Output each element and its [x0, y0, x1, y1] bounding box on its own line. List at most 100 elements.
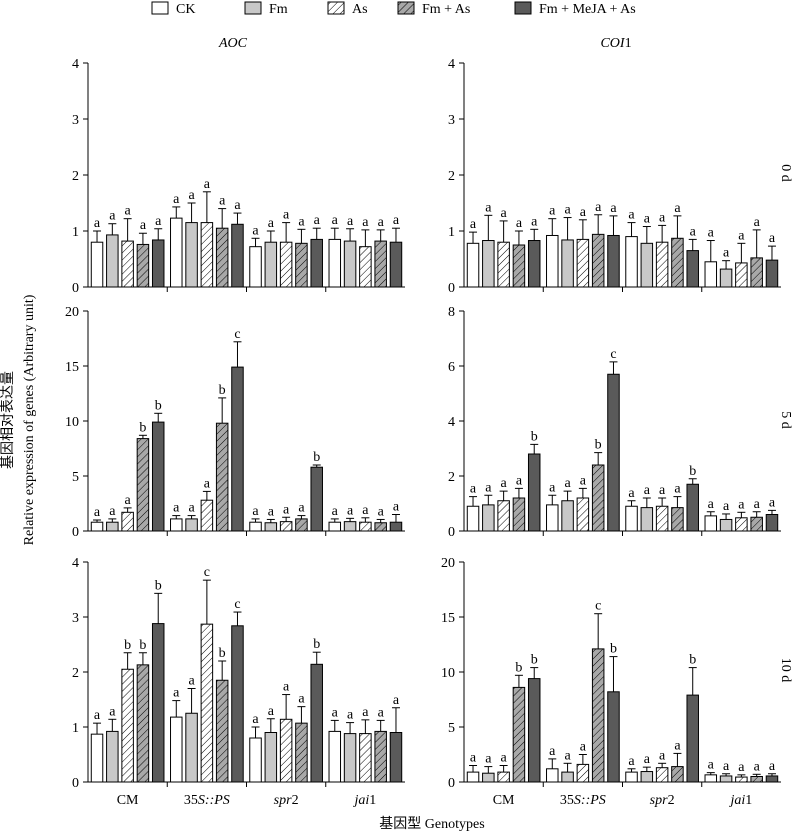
significance-letter: a: [94, 708, 101, 723]
significance-letter: a: [347, 708, 354, 723]
bar-fm-meja-as-35s-ps: [607, 234, 620, 288]
significance-letter: a: [628, 208, 635, 223]
bar-ck-jai1: [328, 238, 342, 288]
bar-fm-meja-as-35s-ps: [231, 223, 244, 288]
significance-letter: a: [549, 204, 556, 219]
legend-item-ck: CK: [151, 1, 195, 17]
significance-letter: b: [595, 438, 602, 453]
significance-letter: a: [252, 223, 259, 238]
bar-fm-meja-as-cm: [151, 239, 165, 288]
significance-letter: c: [234, 597, 240, 612]
x-tick-label: jai1: [728, 793, 752, 808]
y-tick-label: 3: [448, 113, 455, 128]
bar-fm-meja-as-spr2: [686, 694, 699, 783]
bar-as-spr2: [279, 241, 293, 288]
bar-as-jai1: [735, 262, 748, 288]
legend-swatch-fm-meja-as: [514, 1, 532, 15]
significance-letter: a: [723, 499, 730, 514]
significance-letter: a: [674, 738, 681, 753]
bar-fm-meja-as-jai1: [389, 732, 403, 783]
significance-letter: a: [268, 504, 275, 519]
bar-fm-35s-ps: [561, 239, 574, 288]
significance-letter: a: [564, 476, 571, 491]
significance-letter: c: [610, 347, 616, 362]
legend: CK Fm As Fm + As Fm + MeJA + As: [151, 1, 636, 17]
y-tick-label: 4: [72, 57, 79, 72]
y-tick-label: 1: [448, 225, 455, 240]
significance-letter: c: [204, 565, 210, 580]
x-tick-label-italic: S::PS: [198, 793, 230, 808]
significance-letter: a: [188, 501, 195, 516]
bar-fm-meja-as-35s-ps: [231, 366, 244, 532]
y-tick-label: 0: [72, 281, 79, 296]
bar-fm-as-35s-ps: [591, 648, 605, 783]
bar-fm-spr2: [640, 771, 654, 783]
legend-label-fm: Fm: [269, 2, 288, 17]
legend-swatch-as: [327, 1, 345, 15]
significance-letter: a: [644, 752, 651, 767]
bar-fm-as-cm: [512, 497, 526, 532]
bar-fm-35s-ps: [561, 771, 574, 783]
significance-letter: a: [109, 209, 116, 224]
y-tick-label: 10: [441, 666, 455, 681]
bar-fm-35s-ps: [185, 712, 198, 783]
y-tick-label: 5: [72, 470, 79, 485]
significance-letter: a: [708, 497, 715, 512]
significance-letter: a: [580, 205, 587, 220]
significance-letter: b: [124, 638, 131, 653]
x-tick-label-part: 35: [184, 793, 198, 808]
significance-letter: a: [723, 759, 730, 774]
bar-fm-as-jai1: [374, 522, 387, 532]
bar-fm-as-cm: [136, 243, 150, 288]
y-tick-label: 20: [441, 556, 455, 571]
significance-letter: a: [754, 497, 761, 512]
y-tick-label: 1: [72, 225, 79, 240]
x-tick-label: 35S::PS: [184, 793, 230, 808]
bar-fm-meja-as-jai1: [389, 241, 403, 288]
significance-letter: a: [580, 740, 587, 755]
bar-fm-jai1: [719, 775, 733, 783]
x-tick-label: spr2: [274, 793, 299, 808]
significance-letter: a: [393, 693, 400, 708]
significance-letter: a: [393, 213, 400, 228]
y-tick-label: 4: [72, 556, 79, 571]
row-label-10d: 10 d: [778, 658, 793, 683]
significance-letter: a: [485, 752, 492, 767]
significance-letter: a: [125, 204, 132, 219]
bar-fm-35s-ps: [185, 222, 198, 288]
significance-letter: a: [549, 480, 556, 495]
significance-letter: a: [125, 493, 132, 508]
y-tick-label: 4: [448, 415, 455, 430]
significance-letter: b: [219, 646, 226, 661]
x-tick-label: spr2: [650, 793, 675, 808]
bar-fm-as-jai1: [750, 776, 763, 783]
bar-as-cm: [497, 241, 510, 288]
y-tick-label: 3: [72, 113, 79, 128]
significance-letter: a: [708, 758, 715, 773]
significance-letter: b: [531, 653, 538, 668]
bar-as-35s-ps: [200, 222, 214, 288]
row-label-5d: 5 d: [778, 411, 793, 429]
significance-letter: a: [485, 200, 492, 215]
bar-as-35s-ps: [576, 238, 590, 288]
bar-as-cm: [497, 500, 510, 532]
bar-as-35s-ps: [200, 623, 214, 783]
significance-letter: a: [109, 504, 116, 519]
bar-fm-as-35s-ps: [591, 464, 605, 532]
y-tick-label: 2: [72, 169, 79, 184]
significance-letter: a: [738, 497, 745, 512]
y-tick-label: 15: [65, 360, 79, 375]
bar-ck-cm: [90, 521, 104, 532]
significance-letter: a: [140, 218, 147, 233]
significance-letter: a: [470, 217, 477, 232]
significance-letter: a: [173, 501, 180, 516]
bar-ck-spr2: [625, 505, 638, 532]
bar-fm-as-35s-ps: [215, 422, 229, 532]
significance-letter: a: [378, 504, 385, 519]
significance-letter: a: [723, 246, 730, 261]
significance-letter: a: [283, 208, 290, 223]
significance-letter: a: [610, 201, 617, 216]
